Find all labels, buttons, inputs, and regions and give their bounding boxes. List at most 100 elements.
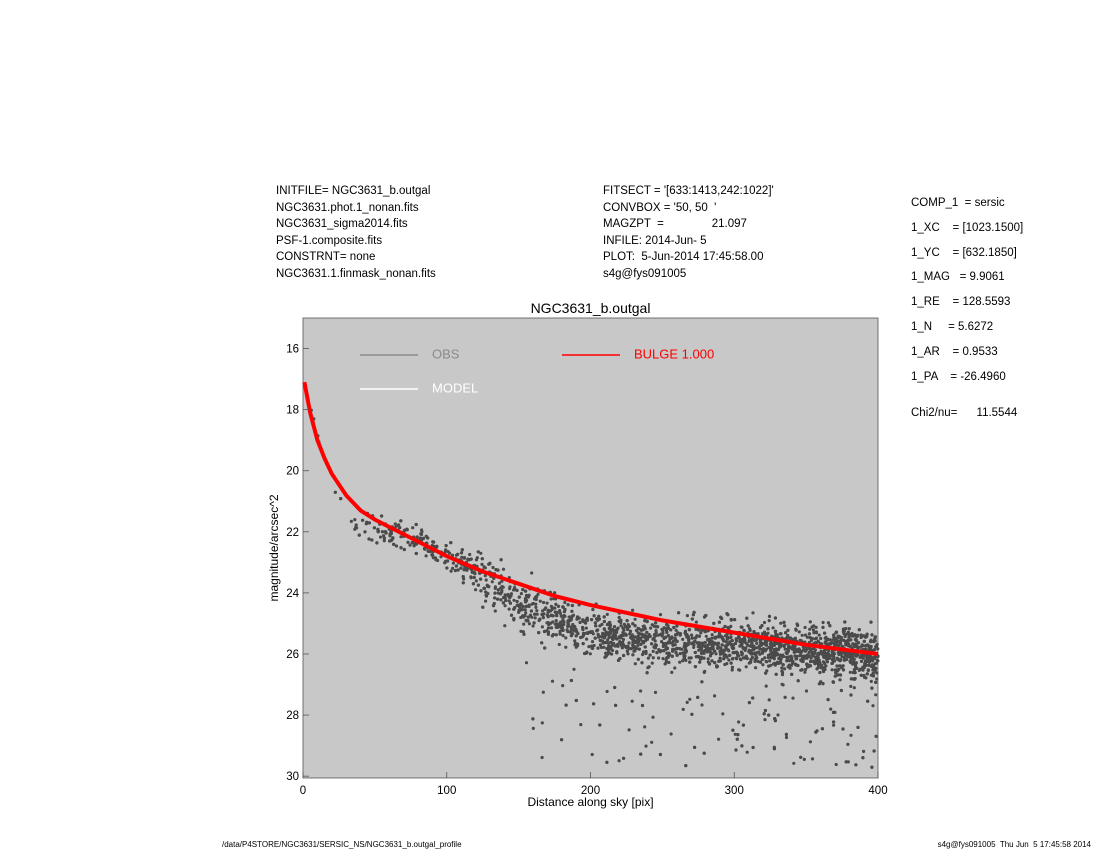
obs-point <box>349 519 353 524</box>
obs-point <box>487 562 491 566</box>
obs-point <box>681 637 685 642</box>
obs-point <box>627 624 631 629</box>
obs-point <box>561 605 565 609</box>
obs-point <box>501 567 506 571</box>
obs-point <box>786 628 790 632</box>
obs-point <box>854 661 858 665</box>
obs-point <box>790 672 794 677</box>
obs-point <box>755 651 759 655</box>
obs-point <box>875 658 879 662</box>
obs-point <box>649 626 653 630</box>
obs-point <box>654 621 658 625</box>
obs-point <box>542 600 546 605</box>
y-tick-label: 28 <box>286 710 299 722</box>
obs-point <box>866 668 870 673</box>
obs-point <box>852 686 856 690</box>
y-axis-label: magnitude/arcsec^2 <box>267 494 281 601</box>
obs-point <box>829 653 834 658</box>
obs-point <box>519 607 523 611</box>
obs-point <box>660 634 664 638</box>
obs-point <box>650 623 654 627</box>
obs-point <box>854 638 859 643</box>
y-tick-label: 20 <box>286 466 299 478</box>
obs-point <box>876 647 880 651</box>
obs-point <box>739 641 744 645</box>
obs-point <box>651 715 655 719</box>
obs-point <box>523 597 528 601</box>
obs-point <box>540 721 544 725</box>
obs-point <box>823 631 827 635</box>
obs-point <box>810 652 814 656</box>
obs-point <box>604 630 608 634</box>
obs-point <box>821 669 826 674</box>
obs-point <box>710 659 714 663</box>
obs-point <box>707 642 711 646</box>
param-line: 1_MAG = 9.9061 <box>911 271 1005 284</box>
obs-point <box>555 614 559 618</box>
obs-point <box>702 656 706 660</box>
obs-point <box>744 646 748 650</box>
obs-point <box>648 653 652 657</box>
obs-point <box>855 666 859 670</box>
obs-point <box>706 638 710 642</box>
obs-point <box>439 555 443 559</box>
obs-point <box>779 632 783 636</box>
obs-point <box>808 740 813 744</box>
obs-point <box>549 613 553 618</box>
obs-point <box>749 652 754 656</box>
obs-point <box>524 611 528 615</box>
obs-point <box>527 622 532 626</box>
obs-point <box>678 660 682 664</box>
x-tick-label: 0 <box>300 785 306 797</box>
obs-point <box>610 637 615 641</box>
obs-point <box>683 631 688 636</box>
obs-point <box>771 650 775 654</box>
obs-point <box>546 626 551 630</box>
obs-point <box>761 647 766 651</box>
obs-point <box>420 528 424 532</box>
obs-point <box>714 652 718 656</box>
param-line: 1_AR = 0.9533 <box>911 345 998 358</box>
obs-point <box>644 744 648 748</box>
obs-point <box>713 649 717 653</box>
obs-point <box>431 553 435 558</box>
obs-point <box>449 541 453 545</box>
obs-point <box>794 628 798 632</box>
obs-point <box>521 605 525 609</box>
obs-point <box>662 626 666 630</box>
obs-point <box>764 659 768 664</box>
legend-obs-label: OBS <box>432 346 460 361</box>
obs-point <box>867 657 872 661</box>
obs-point <box>776 647 781 652</box>
obs-point <box>500 579 504 583</box>
obs-point <box>819 666 824 670</box>
header-line: MAGZPT = 21.097 <box>603 218 747 230</box>
obs-point <box>435 544 439 549</box>
obs-point <box>869 620 873 624</box>
obs-point <box>410 541 414 545</box>
obs-point <box>733 641 738 646</box>
obs-point <box>524 604 529 609</box>
obs-point <box>367 537 371 541</box>
obs-point <box>419 532 423 536</box>
obs-point <box>870 686 874 690</box>
obs-point <box>739 650 744 654</box>
obs-point <box>392 542 396 547</box>
obs-point <box>800 649 804 654</box>
obs-point <box>780 682 784 686</box>
obs-point <box>399 546 403 550</box>
obs-point <box>593 621 598 625</box>
obs-point <box>353 518 357 522</box>
obs-point <box>480 557 484 561</box>
obs-point <box>764 684 768 688</box>
obs-point <box>630 699 634 703</box>
obs-point <box>512 607 516 611</box>
obs-point <box>734 656 739 660</box>
obs-point <box>742 629 746 633</box>
obs-point <box>443 549 447 553</box>
obs-point <box>806 653 810 657</box>
obs-point <box>627 646 631 651</box>
obs-point <box>843 634 847 639</box>
obs-point <box>503 593 507 597</box>
obs-point <box>574 698 578 703</box>
